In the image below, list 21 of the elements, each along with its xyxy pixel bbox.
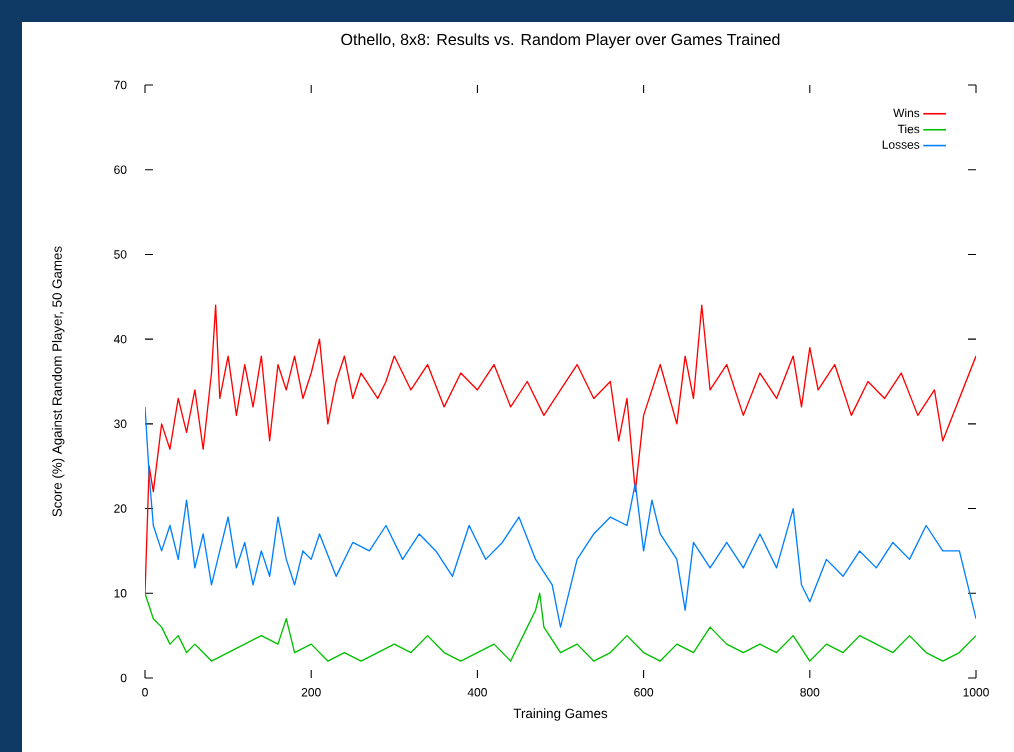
x-axis-title: Training Games: [513, 708, 608, 721]
y-tick-label: 10: [114, 589, 127, 598]
legend-label: Wins: [893, 108, 920, 118]
x-tick-label: 200: [301, 688, 321, 697]
y-tick-label: 0: [120, 673, 127, 683]
chart-title: Othello, 8x8: Results vs. Random Player over Games Trained: [341, 33, 780, 49]
y-tick-label: 50: [114, 250, 127, 259]
legend-label: Ties: [897, 124, 920, 134]
y-tick-label: 30: [114, 419, 127, 429]
y-tick-label: 40: [113, 334, 127, 344]
x-tick-label: 400: [467, 688, 487, 697]
x-tick-label: 1000: [963, 688, 989, 697]
x-tick-label: 0: [142, 688, 148, 697]
y-tick-label: 20: [114, 504, 127, 513]
x-tick-label: 800: [800, 688, 820, 697]
x-tick-label: 600: [634, 688, 654, 697]
y-axis-title: Score (%) Against Random Player, 50 Games: [52, 246, 65, 517]
legend-label: Losses: [882, 140, 920, 149]
y-tick-label: 70: [114, 80, 127, 90]
line-series: [145, 592, 976, 662]
y-tick-label: 60: [114, 165, 127, 174]
